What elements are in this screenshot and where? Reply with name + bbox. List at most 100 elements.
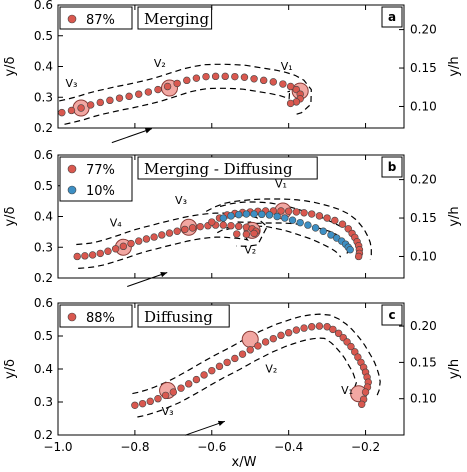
data-point: [131, 401, 139, 409]
panel-tag-box: [381, 156, 403, 178]
data-point: [233, 230, 241, 238]
trajectory-envelope: [64, 87, 293, 125]
y2-axis-label: y/h: [447, 206, 462, 226]
data-point: [281, 214, 289, 222]
y-tick-label: 0.6: [34, 148, 53, 162]
legend-label: 77%: [86, 163, 115, 178]
data-point: [223, 358, 231, 367]
y-axis-label: y/δ: [3, 359, 18, 379]
data-point: [227, 212, 235, 220]
panel-tag-box: [381, 304, 403, 326]
data-point: [246, 346, 254, 354]
data-point: [169, 388, 178, 396]
panel-tag: b: [388, 160, 397, 174]
y-axis-label: y/δ: [3, 206, 18, 226]
data-point: [308, 210, 316, 218]
y2-tick-label: 0.15: [410, 61, 437, 75]
data-point: [292, 326, 301, 334]
x-tick-label: −0.6: [197, 440, 226, 454]
data-point: [234, 210, 243, 219]
data-point: [144, 88, 153, 96]
data-point: [58, 108, 66, 117]
y2-tick-label: 0.15: [410, 355, 437, 369]
data-point: [319, 227, 327, 235]
data-point: [104, 247, 112, 255]
y-tick-label: 0.3: [34, 395, 53, 409]
vortex-label: V₂: [154, 57, 166, 70]
data-point: [142, 235, 151, 243]
legend-label: 10%: [86, 184, 115, 199]
x-axis-label: x/W: [232, 455, 257, 470]
panel-title-box: [137, 6, 213, 30]
data-point: [269, 78, 277, 86]
data-point: [279, 80, 287, 88]
data-point: [265, 211, 274, 219]
y2-axis-label: y/h: [447, 56, 462, 76]
data-point: [331, 216, 339, 225]
y-tick-label: 0.3: [34, 240, 53, 254]
x-tick-label: −0.8: [120, 440, 149, 454]
data-point: [181, 225, 189, 234]
data-point: [292, 208, 301, 216]
vortex-label: V₂: [244, 243, 256, 256]
data-point: [284, 207, 293, 215]
data-point: [77, 104, 85, 112]
panel-title: Diffusing: [144, 308, 213, 326]
y2-tick-label: 0.20: [410, 319, 437, 333]
data-point: [269, 334, 277, 343]
vortex-label: V₃: [175, 194, 187, 207]
data-point: [138, 399, 147, 408]
trajectory-envelope: [59, 63, 312, 116]
data-point: [196, 222, 204, 231]
legend-marker: [67, 185, 77, 195]
data-point: [188, 224, 197, 232]
vortex-label: V₃: [65, 77, 77, 90]
data-point: [135, 237, 143, 245]
trajectory-envelope: [78, 221, 252, 269]
data-point: [358, 400, 366, 409]
data-point: [215, 362, 224, 371]
data-point: [261, 338, 270, 346]
data-point: [106, 96, 114, 105]
flow-arrow-head: [217, 420, 225, 427]
panel-title-box: [137, 304, 230, 328]
vortex-label: V₃: [162, 405, 174, 418]
legend-marker: [67, 164, 77, 174]
y2-tick-label: 0.10: [410, 392, 437, 406]
data-point: [238, 350, 247, 358]
data-point: [231, 72, 239, 81]
data-point: [277, 331, 285, 340]
vortex-label: V₁: [341, 384, 353, 397]
y-tick-label: 0.4: [34, 210, 53, 224]
data-point: [81, 252, 89, 260]
data-point: [327, 231, 335, 239]
data-point: [296, 218, 304, 227]
data-point: [304, 221, 312, 229]
legend-box: [59, 6, 133, 30]
data-point: [329, 325, 337, 334]
data-point: [146, 397, 154, 406]
data-point: [111, 245, 120, 253]
data-point: [88, 251, 97, 259]
data-point: [361, 388, 370, 396]
vortex-label: V₁: [281, 60, 293, 73]
y2-tick-label: 0.15: [410, 211, 437, 225]
legend-marker: [67, 312, 77, 322]
flow-arrow-line: [127, 272, 168, 287]
data-point: [185, 380, 193, 388]
data-point: [250, 210, 258, 218]
data-point: [240, 73, 249, 81]
data-point: [150, 233, 158, 241]
trajectory-envelope: [205, 198, 372, 260]
y-axis-label: y/δ: [3, 56, 18, 76]
data-point: [154, 85, 162, 94]
y-tick-label: 0.6: [34, 0, 53, 12]
data-point: [173, 227, 181, 235]
data-point: [67, 106, 76, 115]
data-point: [254, 342, 262, 350]
y-tick-label: 0.5: [34, 29, 53, 43]
data-point: [234, 222, 243, 231]
data-point: [354, 252, 363, 261]
data-point: [158, 231, 166, 239]
